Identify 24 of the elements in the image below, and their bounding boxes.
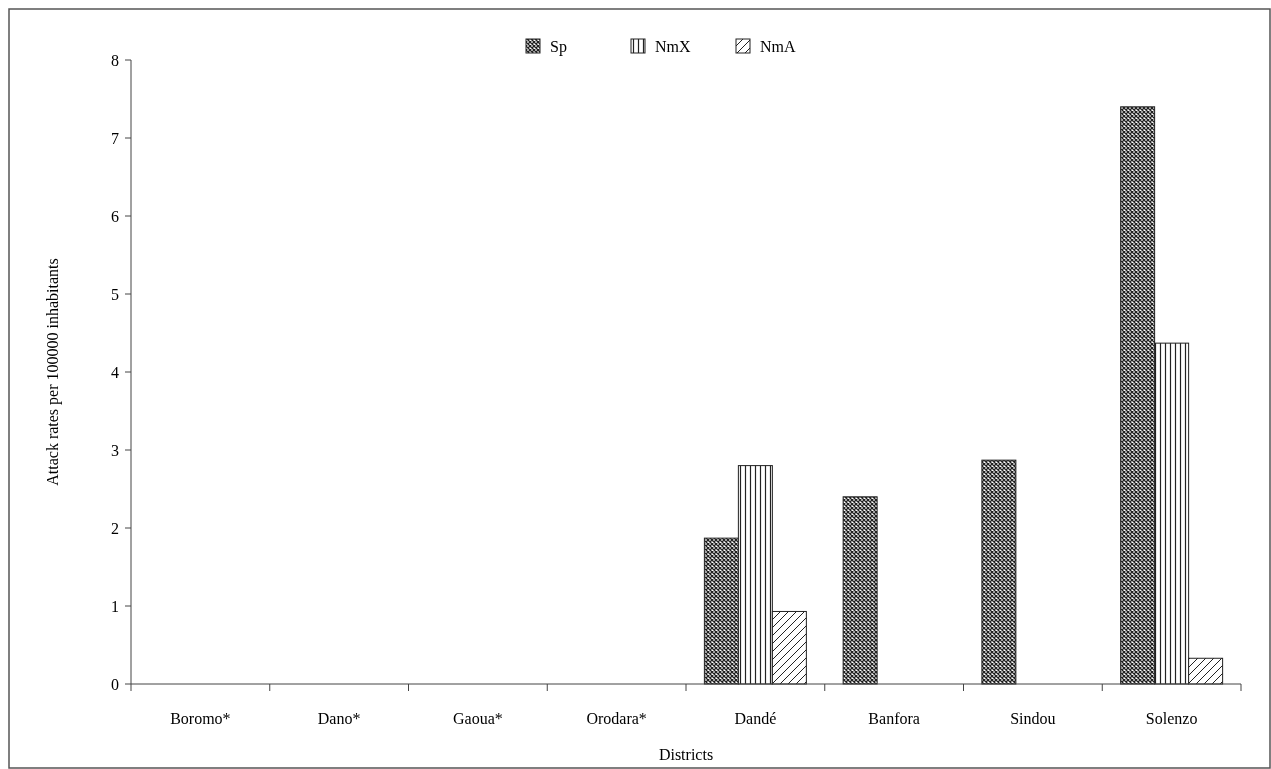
x-tick-label: Solenzo xyxy=(1145,710,1198,727)
bar xyxy=(981,459,1017,685)
x-tick-label: Boromo* xyxy=(170,710,231,727)
y-tick-label: 6 xyxy=(111,207,119,225)
y-tick-label: 7 xyxy=(111,129,119,147)
x-axis-title: Districts xyxy=(658,746,714,763)
y-tick-label: 3 xyxy=(111,441,119,459)
x-tick-label: Sindou xyxy=(1010,710,1056,727)
x-tick-label: Dandé xyxy=(734,710,777,727)
y-tick-label: 0 xyxy=(111,675,119,693)
y-tick-label: 1 xyxy=(111,597,119,615)
bar xyxy=(842,496,878,685)
x-tick-label: Banfora xyxy=(868,710,920,727)
legend-label: NmA xyxy=(760,37,796,55)
y-tick-label: 4 xyxy=(111,363,119,381)
legend-label: Sp xyxy=(550,37,567,56)
y-tick-label: 5 xyxy=(111,285,119,303)
x-tick-label: Dano* xyxy=(317,710,361,727)
y-tick-label: 8 xyxy=(111,51,119,69)
x-tick-label: Gaoua* xyxy=(452,710,503,727)
y-tick-label: 2 xyxy=(111,519,119,537)
legend-label: NmX xyxy=(655,37,691,55)
y-axis-title: Attack rates per 100000 inhabitants xyxy=(44,258,62,486)
x-tick-label: Orodara* xyxy=(586,710,647,727)
